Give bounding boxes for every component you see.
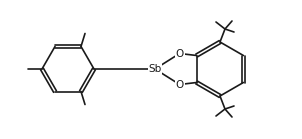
Text: O: O	[175, 49, 184, 59]
Text: Sb: Sb	[148, 64, 162, 74]
Text: O: O	[175, 80, 184, 90]
